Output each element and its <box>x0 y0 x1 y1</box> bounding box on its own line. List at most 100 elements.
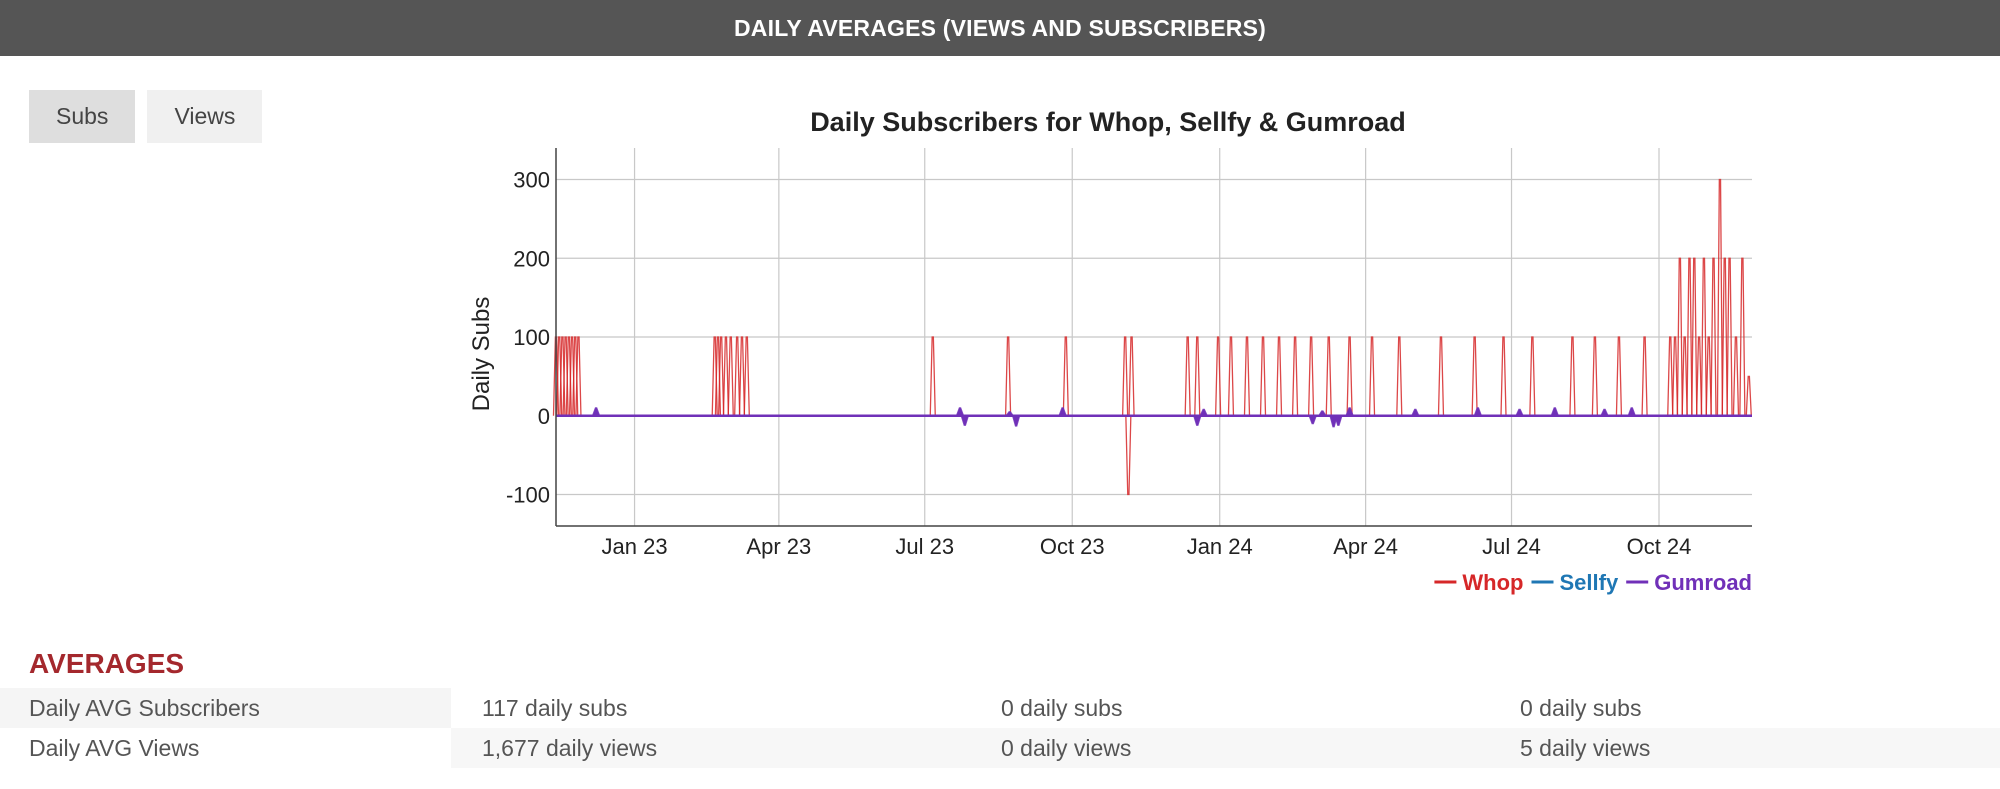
y-tick-label: -100 <box>506 483 550 508</box>
legend-label: Gumroad <box>1654 570 1752 595</box>
page-header: DAILY AVERAGES (VIEWS AND SUBSCRIBERS) <box>0 0 2000 56</box>
series-point <box>1184 336 1191 416</box>
x-tick-label: Jan 24 <box>1187 534 1253 559</box>
series-point <box>1591 336 1599 416</box>
avg-label: Daily AVG Subscribers <box>0 688 451 728</box>
series-point <box>960 415 969 426</box>
y-tick-label: 200 <box>513 246 550 271</box>
series-point <box>1667 336 1674 416</box>
series-point <box>1716 178 1724 416</box>
series-point <box>1600 408 1609 417</box>
x-tick-label: Jul 23 <box>895 534 954 559</box>
y-axis-label: Daily Subs <box>468 297 495 412</box>
tab-subs[interactable]: Subs <box>29 90 136 143</box>
chart-title: Daily Subscribers for Whop, Sellfy & Gum… <box>810 107 1406 137</box>
avg-value-whop: 117 daily subs <box>482 694 628 721</box>
series-point <box>1473 407 1482 416</box>
series-point <box>1676 257 1684 416</box>
series-point <box>1194 336 1201 416</box>
series-point <box>591 407 601 416</box>
header-title: DAILY AVERAGES (VIEWS AND SUBSCRIBERS) <box>734 14 1266 41</box>
series-point <box>1721 257 1728 416</box>
tab-views-label: Views <box>174 103 236 129</box>
chart-axes: -100 0 100 200 300 Jan 23 Apr 23 Jul 23 Oct 23 Ja… <box>506 148 1752 559</box>
series-point <box>929 336 936 416</box>
series-point <box>1368 336 1376 416</box>
legend-label: Sellfy <box>1560 570 1619 595</box>
series-point <box>1259 336 1267 416</box>
series-point <box>1700 257 1708 416</box>
series-point <box>734 336 741 416</box>
series-point <box>955 407 965 416</box>
series-point <box>1726 257 1733 416</box>
avg-value-whop: 1,677 daily views <box>482 734 658 761</box>
avg-value-gumroad: 0 daily subs <box>1520 694 1642 721</box>
series-point <box>1641 336 1648 416</box>
series-gumroad <box>556 407 1752 428</box>
avg-row-views: Daily AVG Views 1,677 daily views 0 dail… <box>0 728 2000 768</box>
y-tick-label: 100 <box>513 325 550 350</box>
series-point <box>1128 336 1135 416</box>
series-point <box>1308 415 1317 425</box>
daily-subs-chart: Daily Subscribers for Whop, Sellfy & Gum… <box>468 107 1752 595</box>
averages-heading: AVERAGES <box>29 648 185 679</box>
series-point <box>1199 408 1208 417</box>
y-tick-label: 0 <box>538 404 550 429</box>
series-point <box>1671 336 1679 416</box>
series-point <box>1275 336 1283 416</box>
series-point <box>1307 336 1315 416</box>
series-point <box>1732 336 1740 416</box>
series-point <box>1011 415 1021 427</box>
series-point <box>1691 257 1698 416</box>
series-point <box>1121 336 1129 416</box>
series-point <box>1529 336 1536 416</box>
series-point <box>1471 336 1478 416</box>
series-point <box>738 336 746 416</box>
series-point <box>1345 407 1354 416</box>
series-point <box>1214 336 1222 416</box>
series-point <box>1500 336 1507 416</box>
chart-series <box>552 178 1752 496</box>
series-point <box>1125 415 1132 496</box>
series-point <box>575 336 582 416</box>
series-point <box>1411 408 1420 417</box>
series-point <box>1569 336 1576 416</box>
series-point <box>717 336 725 416</box>
series-point <box>1062 336 1069 416</box>
series-point <box>1705 336 1712 416</box>
x-tick-label: Jul 24 <box>1482 534 1541 559</box>
series-point <box>1437 336 1445 416</box>
series-point <box>1396 336 1403 416</box>
series-point <box>1745 375 1752 416</box>
series-point <box>1515 408 1524 417</box>
series-point <box>722 336 730 416</box>
series-point <box>1291 336 1299 416</box>
y-tick-label: 300 <box>513 168 550 193</box>
tab-subs-label: Subs <box>56 103 109 129</box>
series-point <box>1318 410 1327 417</box>
series-point <box>1243 336 1251 416</box>
x-tick-label: Oct 23 <box>1040 534 1105 559</box>
legend-label: Whop <box>1462 570 1523 595</box>
series-point <box>743 336 750 416</box>
series-point <box>1686 257 1693 416</box>
series-point <box>1334 415 1343 426</box>
series-point <box>1004 336 1012 416</box>
avg-row-subscribers: Daily AVG Subscribers 117 daily subs 0 d… <box>0 688 2000 728</box>
series-point <box>1346 336 1353 416</box>
series-point <box>1005 411 1014 417</box>
series-point <box>1627 407 1636 416</box>
chart-legend: Gumroad Sellfy Whop <box>1434 570 1752 595</box>
metric-tabs: Subs Views <box>29 90 263 143</box>
tab-views[interactable]: Views <box>147 90 263 143</box>
series-point <box>1739 257 1746 416</box>
series-point <box>1227 336 1235 416</box>
series-point <box>1710 257 1717 416</box>
avg-label: Daily AVG Views <box>0 728 451 768</box>
x-tick-label: Jan 23 <box>602 534 668 559</box>
series-point <box>727 336 734 416</box>
series-point <box>1681 336 1688 416</box>
avg-value-sellfy: 0 daily subs <box>1001 694 1123 721</box>
series-point <box>1615 336 1623 416</box>
series-point <box>1695 336 1703 416</box>
